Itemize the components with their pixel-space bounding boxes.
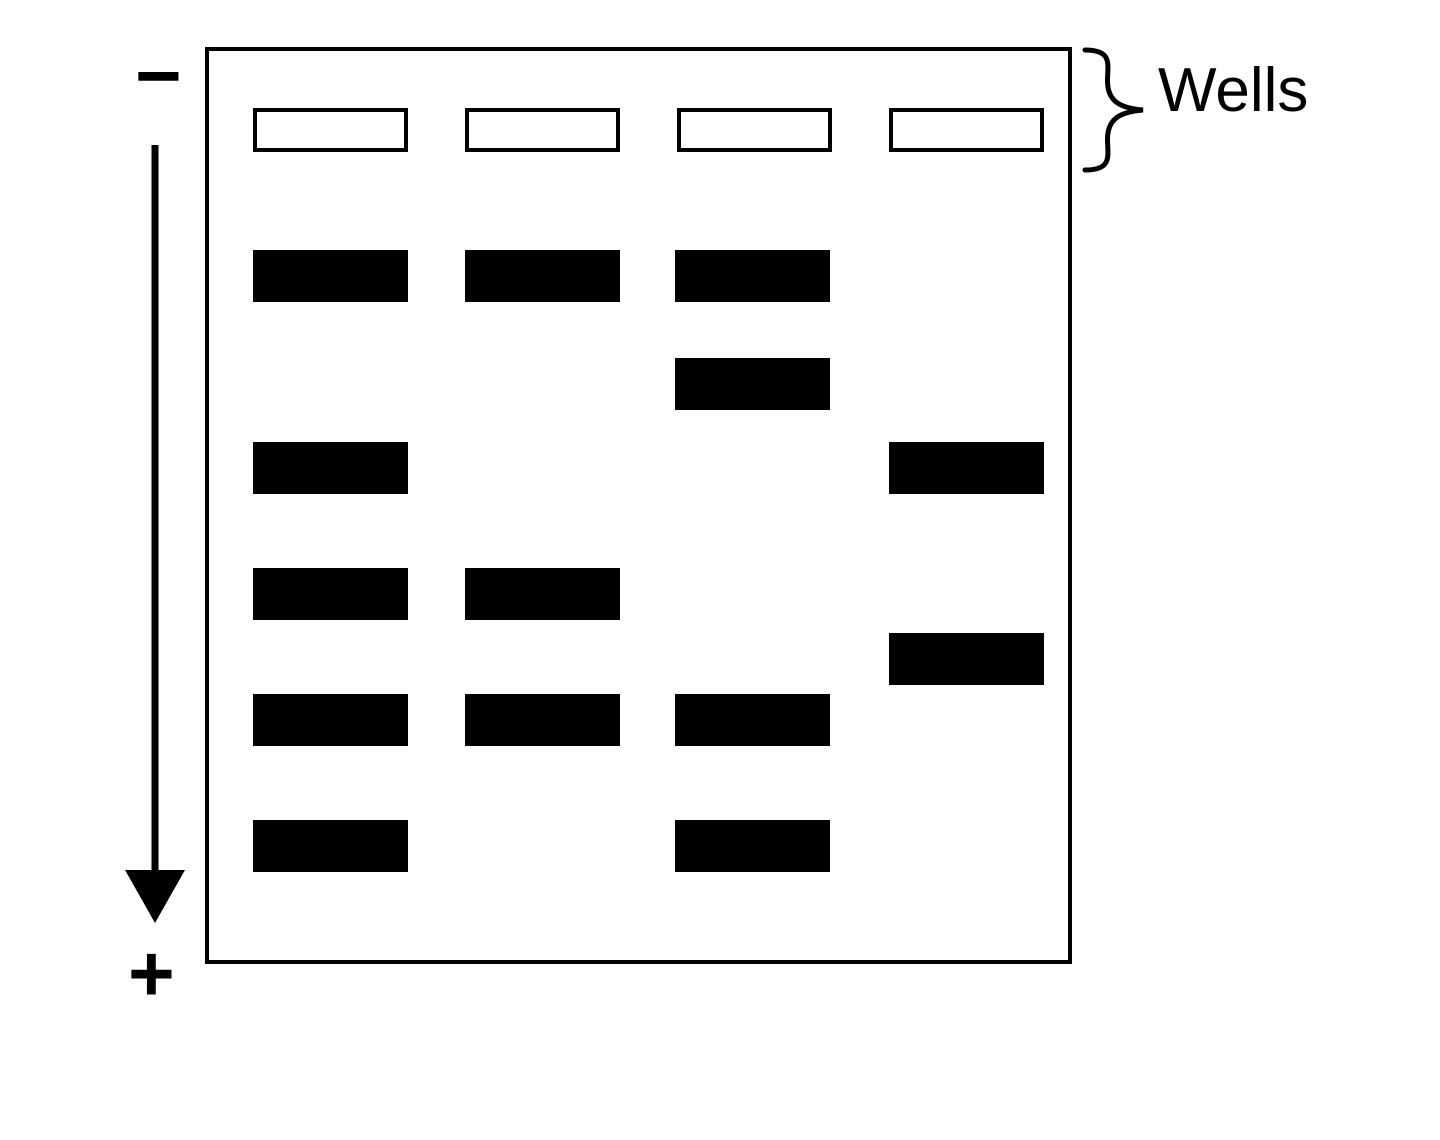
band-lane1-row4 xyxy=(253,694,408,746)
migration-arrow xyxy=(115,145,195,933)
well-1 xyxy=(253,108,408,152)
wells-label: Wells xyxy=(1158,55,1308,126)
band-lane3-row1 xyxy=(675,250,830,302)
band-lane1-row2 xyxy=(253,442,408,494)
band-lane2-row1 xyxy=(465,250,620,302)
band-lane1-row5 xyxy=(253,820,408,872)
well-3 xyxy=(677,108,832,152)
positive-electrode-label: + xyxy=(128,928,175,1020)
well-4 xyxy=(889,108,1044,152)
band-lane1-row3 xyxy=(253,568,408,620)
band-lane2-row3 xyxy=(465,694,620,746)
band-lane3-row4 xyxy=(675,820,830,872)
negative-electrode-label: − xyxy=(135,30,182,122)
wells-brace xyxy=(1080,45,1155,185)
well-2 xyxy=(465,108,620,152)
band-lane1-row1 xyxy=(253,250,408,302)
band-lane2-row2 xyxy=(465,568,620,620)
band-lane3-row3 xyxy=(675,694,830,746)
band-lane3-row2 xyxy=(675,358,830,410)
band-lane4-row1 xyxy=(889,442,1044,494)
band-lane4-row2 xyxy=(889,633,1044,685)
